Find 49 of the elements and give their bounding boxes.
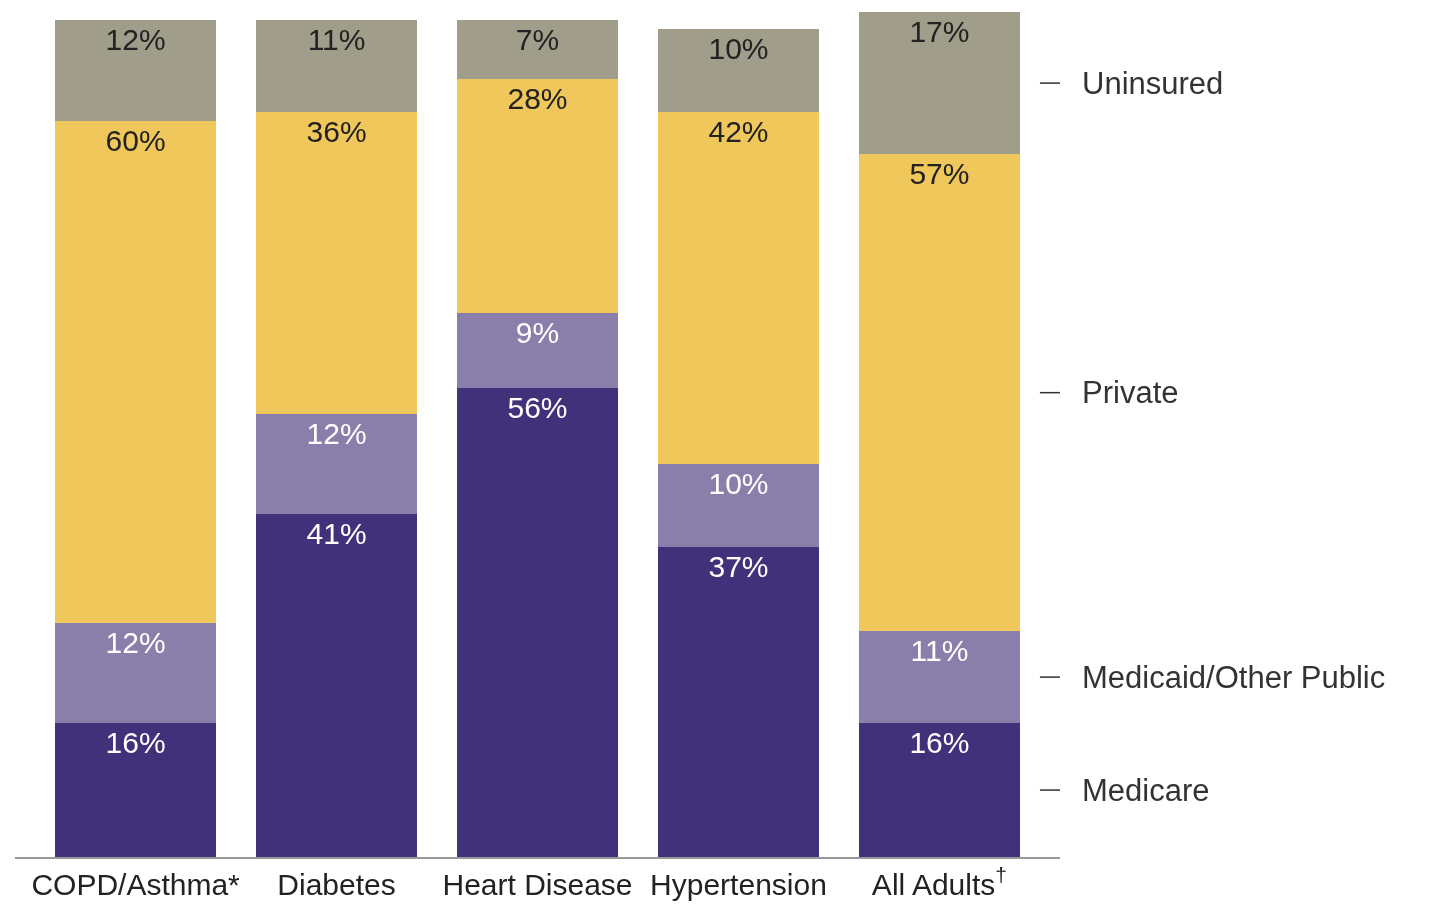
x-tick-label: Hypertension	[650, 868, 827, 901]
bar	[658, 463, 819, 548]
bar	[859, 723, 1020, 857]
data-label: 16%	[909, 726, 970, 760]
data-label: 7%	[515, 23, 560, 57]
x-tick-label: COPD/Asthma*	[31, 868, 241, 901]
data-label: 16%	[105, 726, 166, 760]
data-label: 57%	[909, 157, 970, 191]
text: Uninsured	[1082, 66, 1224, 101]
bar	[256, 112, 417, 414]
data-label: 56%	[507, 391, 568, 425]
data-label: 17%	[909, 15, 970, 48]
data-label: 10%	[708, 466, 769, 500]
bar	[859, 154, 1020, 632]
data-label: 9%	[515, 316, 560, 350]
data-label: 10%	[708, 31, 769, 65]
bar	[457, 313, 618, 389]
bar	[55, 20, 216, 121]
data-label: 12%	[105, 625, 166, 659]
data-label: 11%	[910, 634, 969, 668]
x-tick-label: All Adults$^{†}$	[871, 863, 1007, 901]
text: Medicare	[1082, 773, 1210, 808]
bar	[55, 120, 216, 623]
bar	[256, 413, 417, 514]
bar	[55, 723, 216, 857]
data-label: 12%	[105, 23, 166, 57]
data-label: 60%	[105, 123, 166, 157]
bar	[256, 20, 417, 113]
bar	[457, 388, 618, 857]
bar	[859, 12, 1020, 155]
data-label: 42%	[708, 115, 769, 149]
bar	[256, 513, 417, 857]
bar	[658, 547, 819, 857]
data-label: 12%	[306, 416, 367, 450]
data-label: 28%	[507, 81, 568, 115]
x-tick-label: Diabetes	[277, 868, 396, 901]
data-label: 36%	[306, 115, 367, 149]
bar	[658, 28, 819, 113]
data-label: 41%	[306, 516, 367, 550]
text: Private	[1082, 375, 1179, 410]
bar	[457, 78, 618, 314]
x-tick-label: Heart Disease	[442, 868, 633, 901]
bar	[658, 112, 819, 464]
data-label: 37%	[708, 550, 769, 584]
bar	[457, 20, 618, 79]
text: Medicaid/Other Public	[1082, 660, 1386, 695]
bar	[859, 631, 1020, 724]
data-label: 11%	[307, 23, 366, 57]
bar	[55, 622, 216, 724]
